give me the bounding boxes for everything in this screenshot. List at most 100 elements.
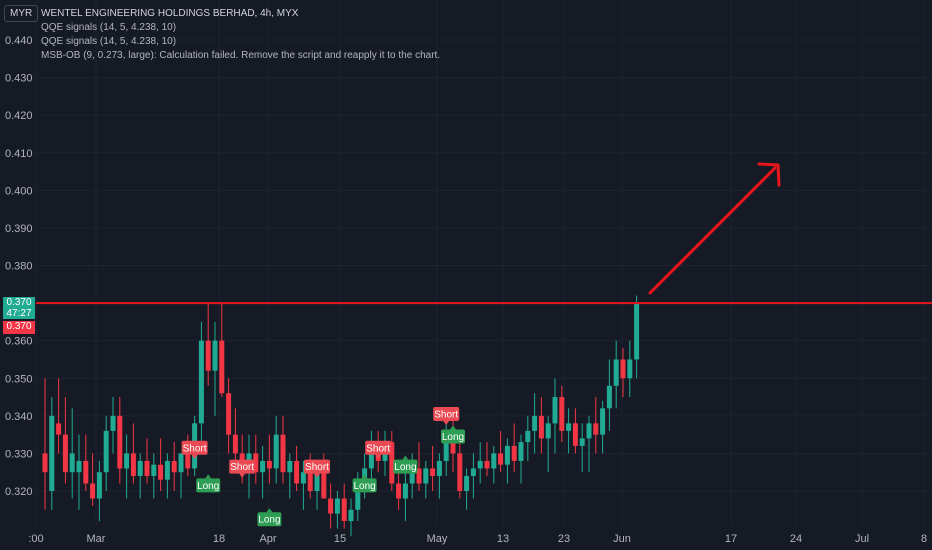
candle [226,378,232,454]
candle [477,442,483,484]
x-tick-label: Jun [613,533,631,545]
short-signal-label: Short [304,459,330,478]
candle [219,303,225,398]
candle [151,453,157,499]
x-tick-label: 15 [334,533,346,545]
currency-selector[interactable]: MYR [4,5,39,22]
candle [124,434,130,499]
svg-text:Short: Short [434,409,458,420]
candle [593,397,599,454]
candle [348,498,354,537]
svg-text:Short: Short [366,443,390,454]
candle [69,408,75,499]
candle [498,430,504,473]
candle [42,378,48,510]
y-tick-label: 0.360 [5,336,33,348]
candle [368,430,374,484]
arrow-head [757,162,781,187]
svg-text:Long: Long [353,481,375,492]
candle [212,321,218,416]
candle [110,397,116,454]
y-tick-label: 0.330 [5,448,33,460]
x-tick-label: May [427,533,448,545]
trend-arrow-drawing[interactable] [648,162,781,295]
y-tick-label: 0.340 [5,411,33,423]
symbol-title[interactable]: WENTEL ENGINEERING HOLDINGS BERHAD, 4h, … [41,8,299,19]
candle [572,408,578,454]
candle [164,453,170,499]
long-signal-label: Long [352,474,377,493]
short-signal-label: Short [181,440,208,459]
y-tick-label: 0.320 [5,486,33,498]
candle [117,397,123,484]
x-tick-label: 8 [921,533,927,545]
candle [300,460,306,510]
candle [559,385,565,443]
price-axis[interactable]: 0.440 0.430 0.420 0.410 0.400 0.390 0.380 0.360… [5,35,33,498]
candle [341,483,347,529]
candlestick-series [42,295,640,537]
y-tick-label: 0.410 [5,148,33,160]
candle [416,442,422,491]
x-tick-label: Mar [87,533,106,545]
long-signal-label: Long [196,474,221,493]
candle [525,415,531,461]
candle [552,378,558,454]
x-tick-label: 17 [725,533,737,545]
candle [273,415,279,484]
svg-text:Long: Long [197,481,219,492]
candle [511,423,517,473]
candle [579,423,585,473]
candle [430,445,436,491]
x-tick-label: 23 [558,533,570,545]
candle [464,468,470,510]
candle [253,434,259,484]
candle [266,434,272,484]
candle [504,438,510,484]
y-tick-label: 0.390 [5,223,33,235]
svg-text:Long: Long [442,432,464,443]
candle [423,460,429,499]
candle [56,378,62,454]
line-price-tag: 0.370 [3,321,35,334]
candle [470,453,476,499]
chart-grid [35,0,932,526]
candle [198,321,204,454]
indicator-qqe-1[interactable]: QQE signals (14, 5, 4.238, 10) [41,22,177,33]
time-axis[interactable]: :00 Mar 18 Apr 15 May 13 23 Jun 17 24 Jul 8 [28,533,927,545]
candle [137,453,143,499]
x-tick-label: :00 [28,533,43,545]
candle [566,408,572,454]
candle [280,415,286,484]
candle [545,415,551,473]
candle [328,483,334,529]
candle [613,340,619,409]
svg-text:Long: Long [394,462,416,473]
candle [96,460,102,522]
svg-text:Short: Short [305,462,329,473]
last-price-value: 0.370 [6,297,32,308]
indicator-qqe-2[interactable]: QQE signals (14, 5, 4.238, 10) [41,36,177,47]
candle [294,445,300,491]
candle [484,442,490,476]
candle [491,445,497,484]
indicator-msb-ob[interactable]: MSB-OB (9, 0.273, large): Calculation fa… [41,50,441,61]
candle [402,472,408,522]
short-signal-label: Short [433,406,460,425]
candle [450,415,456,473]
candle [90,453,96,507]
y-tick-label: 0.350 [5,373,33,385]
x-tick-label: Jul [855,533,869,545]
candle [62,397,68,484]
svg-text:Short: Short [183,443,207,454]
candle [538,397,544,454]
candle [518,434,524,484]
candle [334,491,340,529]
qqe-signal-labels: Short Long Short Long Short Long Short Long Shor… [181,406,465,527]
chart-legend: WENTEL ENGINEERING HOLDINGS BERHAD, 4h, … [41,7,440,63]
short-signal-label: Short [365,440,392,459]
candle [620,348,626,398]
x-tick-label: Apr [259,533,276,545]
y-tick-label: 0.440 [5,35,33,47]
